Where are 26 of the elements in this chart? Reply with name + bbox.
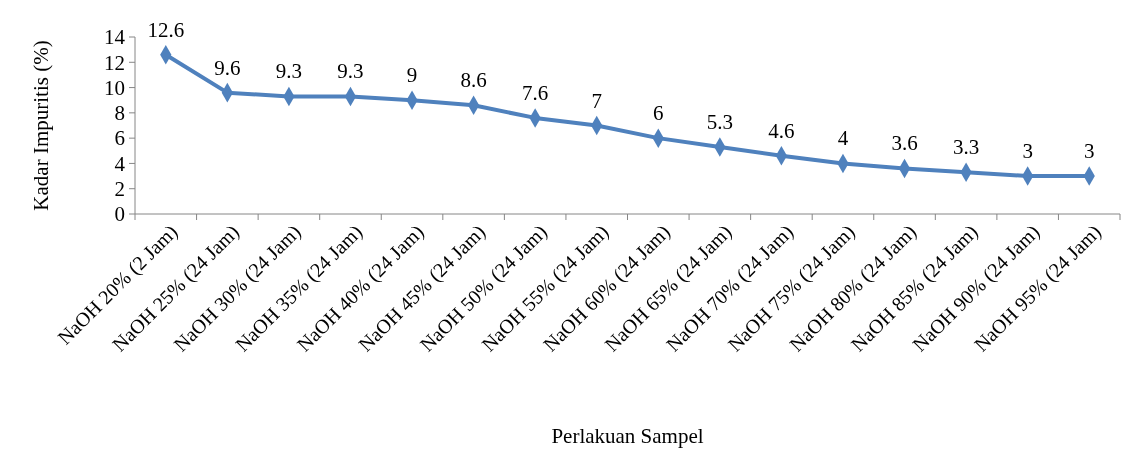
data-label: 6	[653, 101, 664, 126]
y-tick-label: 6	[114, 126, 125, 151]
data-label: 3	[1083, 139, 1095, 164]
data-label: 8.6	[460, 68, 487, 93]
y-tick-label: 8	[114, 101, 125, 126]
data-label: 7.6	[522, 80, 549, 105]
x-axis-title: Perlakuan Sampel	[551, 424, 704, 448]
y-tick-label: 2	[114, 177, 125, 202]
y-tick-label: 12	[104, 50, 125, 75]
data-label: 7	[591, 88, 602, 113]
data-label: 4.6	[768, 118, 795, 143]
data-label: 3.6	[891, 131, 918, 156]
data-label: 9.6	[214, 55, 241, 80]
data-label: 4	[837, 126, 849, 151]
y-tick-label: 14	[104, 25, 126, 50]
y-tick-label: 10	[104, 75, 125, 100]
data-label: 3.3	[952, 135, 980, 160]
y-tick-label: 4	[114, 151, 126, 176]
y-axis-title: Kadar Impuritis (%)	[29, 40, 53, 211]
data-label: 3	[1022, 139, 1033, 164]
data-label: 9.3	[275, 59, 303, 84]
data-label: 12.6	[147, 17, 185, 42]
data-label: 9.3	[337, 59, 364, 84]
data-label: 9	[406, 63, 418, 88]
y-tick-label: 0	[114, 202, 125, 227]
data-label: 5.3	[706, 109, 733, 134]
